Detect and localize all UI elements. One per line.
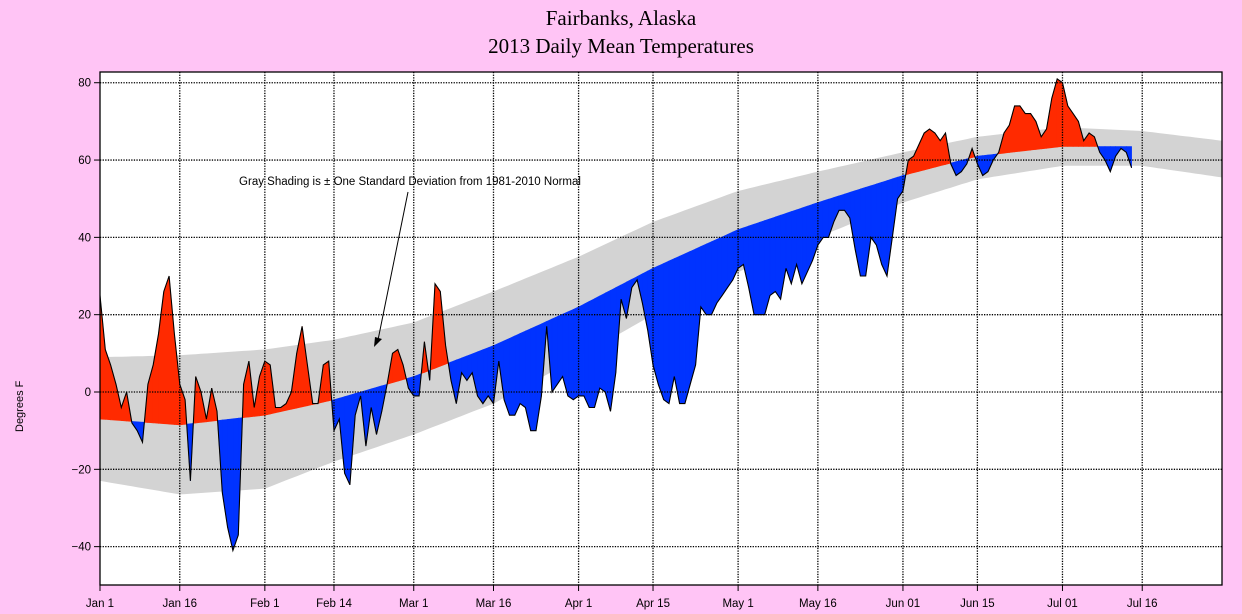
below-normal-fill (578, 303, 585, 397)
arrow-head-icon (374, 337, 382, 347)
y-tick-label: 80 (78, 78, 91, 90)
below-normal-fill (514, 333, 521, 416)
below-normal-fill (482, 347, 489, 405)
below-normal-fill (477, 349, 484, 405)
below-normal-fill (556, 313, 563, 386)
above-normal-fill (275, 407, 282, 414)
y-tick-label: 20 (78, 310, 91, 322)
y-tick-label: 60 (78, 155, 91, 167)
annotation-arrow (377, 191, 409, 341)
below-normal-fill (689, 248, 696, 385)
below-normal-fill (663, 260, 670, 405)
x-tick-label: Apr 1 (565, 598, 593, 610)
annotation: Gray Shading is ± One Standard Deviation… (239, 176, 581, 347)
x-tick-label: Jan 16 (162, 598, 197, 610)
below-normal-fill (567, 308, 574, 401)
above-normal-fill (1025, 113, 1031, 152)
plot-border (99, 71, 1223, 586)
x-tick-label: May 1 (722, 598, 753, 610)
above-normal-fill (392, 348, 399, 384)
below-normal-fill (870, 183, 877, 247)
below-normal-fill (519, 330, 526, 409)
below-normal-fill (679, 253, 686, 404)
below-normal-fill (860, 186, 867, 277)
below-normal-fill (509, 335, 516, 416)
below-normal-fill (727, 231, 734, 289)
below-normal-fill (774, 214, 781, 301)
below-normal-fill (838, 193, 845, 211)
below-normal-fill (822, 198, 829, 238)
annotation-text: Gray Shading is ± One Standard Deviation… (239, 176, 581, 188)
y-tick-label: −20 (71, 464, 91, 476)
above-normal-fill (923, 128, 930, 171)
below-normal-fill (487, 345, 494, 405)
x-tick-label: Mar 16 (476, 598, 512, 610)
below-normal-fill (753, 221, 760, 316)
below-normal-fill (721, 234, 728, 297)
above-normal-fill (929, 128, 936, 169)
above-normal-fill (322, 360, 330, 403)
gridlines (100, 72, 1222, 585)
x-tick-label: May 16 (799, 598, 837, 610)
x-tick-label: Jan 1 (86, 598, 114, 610)
above-normal-fill (1014, 105, 1021, 153)
below-normal-fill (657, 263, 665, 400)
below-normal-fill (716, 236, 723, 305)
chart-title: Fairbanks, Alaska (545, 6, 697, 30)
below-normal-fill (599, 292, 606, 393)
above-normal-fill (163, 275, 170, 425)
x-tick-label: Jun 15 (960, 598, 995, 610)
below-normal-fill (344, 394, 351, 485)
above-normal-fill (1056, 78, 1063, 148)
below-normal-fill (551, 316, 558, 393)
y-tick-label: 0 (85, 387, 91, 399)
below-normal-fill (530, 325, 537, 432)
x-tick-label: Jun 01 (886, 598, 921, 610)
x-tick-label: Jul 16 (1127, 598, 1158, 610)
y-tick-label: −40 (71, 542, 91, 554)
x-tick-label: Jul 01 (1047, 598, 1078, 610)
y-axis: −40 −20 0 20 40 60 80 (71, 78, 100, 554)
below-normal-fill (572, 306, 579, 401)
below-normal-fill (769, 216, 776, 296)
below-normal-fill (711, 238, 718, 315)
chart-subtitle: 2013 Daily Mean Temperatures (488, 34, 754, 58)
below-normal-fill (881, 180, 888, 277)
x-axis: Jan 1 Jan 16 Feb 1 Feb 14 Mar 1 Mar 16 Apr 1 Ap… (86, 585, 1158, 610)
y-tick-label: 40 (78, 232, 91, 244)
x-tick-label: Apr 15 (636, 598, 670, 610)
plot-area (99, 71, 1223, 586)
above-normal-fill (434, 282, 441, 369)
below-normal-fill (759, 220, 766, 316)
x-tick-label: Feb 1 (250, 598, 279, 610)
temperature-line (99, 77, 1133, 553)
below-normal-fill (413, 374, 420, 397)
x-tick-label: Mar 1 (399, 598, 428, 610)
x-tick-label: Feb 14 (316, 598, 352, 610)
below-normal-fill (705, 241, 712, 316)
below-normal-fill (737, 227, 744, 269)
below-normal-fill (232, 417, 239, 551)
below-normal-fill (801, 205, 808, 284)
below-normal-fill (684, 250, 691, 404)
above-normal-fill (264, 360, 271, 416)
below-normal-fill (700, 243, 707, 316)
